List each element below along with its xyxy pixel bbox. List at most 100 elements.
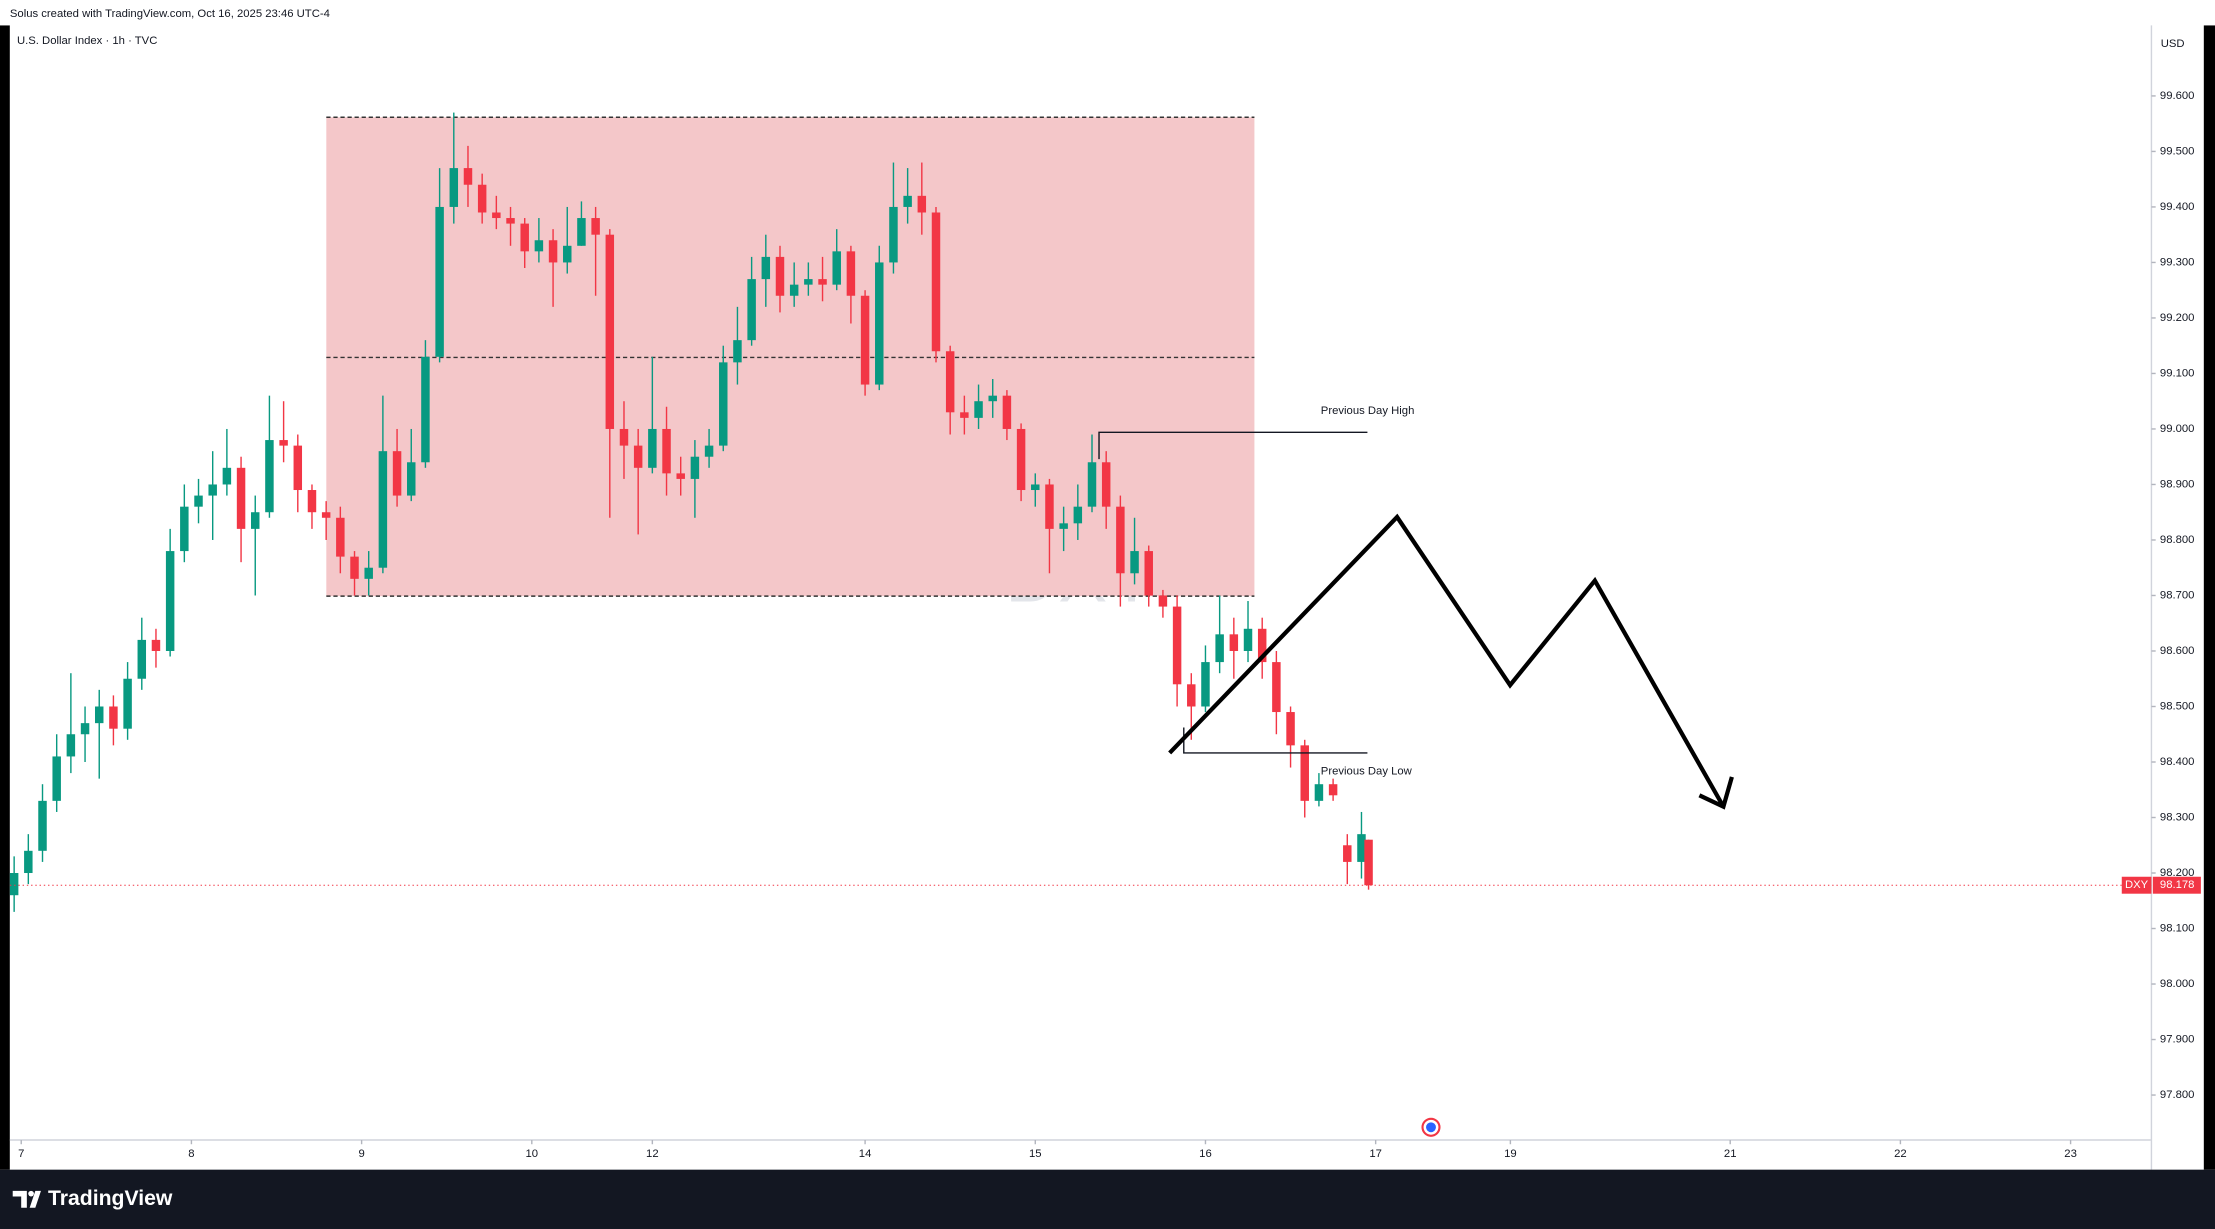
candle-body: [747, 279, 756, 341]
candle-body: [1172, 606, 1182, 685]
candle-body: [350, 556, 359, 579]
y-tick-label: 98.000: [2160, 978, 2195, 990]
x-tick-label: 19: [1504, 1148, 1517, 1160]
candle-body: [1002, 395, 1012, 429]
candle-body: [1045, 484, 1054, 529]
candle-body: [832, 251, 841, 285]
candle-body: [1187, 684, 1196, 707]
candle-body: [662, 428, 671, 474]
candle-body: [690, 456, 700, 479]
candle-body: [1087, 462, 1097, 507]
symbol-tag-bg: [2121, 876, 2152, 894]
frame-left: [0, 25, 10, 1170]
header-text: Solus created with TradingView.com, Oct …: [10, 8, 330, 20]
candle-body: [1201, 662, 1210, 707]
candle-body: [364, 567, 373, 579]
range-zone: [326, 117, 1255, 597]
candle-body: [137, 639, 147, 679]
candle-body: [265, 440, 274, 513]
candle-body: [520, 223, 529, 252]
candle-body: [974, 401, 983, 418]
currency-label: USD: [2161, 38, 2185, 50]
candle-body: [648, 428, 657, 468]
y-tick-label: 98.500: [2160, 700, 2195, 712]
candle-body: [1314, 784, 1324, 801]
candle-body: [563, 245, 572, 263]
candle-body: [775, 256, 785, 296]
candle-body: [492, 212, 501, 219]
candle-body: [392, 451, 402, 496]
candle-body: [80, 723, 90, 735]
candle-body: [1144, 551, 1153, 596]
x-tick-label: 22: [1894, 1148, 1907, 1160]
candle-body: [945, 351, 955, 413]
candle-body: [435, 206, 444, 357]
candles: [9, 112, 1373, 912]
candle-body: [988, 395, 997, 402]
y-tick-label: 99.600: [2160, 90, 2195, 102]
candle-body: [1158, 595, 1168, 607]
candle-body: [1343, 845, 1352, 862]
brand-logo-dot: [28, 1190, 34, 1197]
y-tick-label: 97.900: [2160, 1034, 2195, 1046]
candle-body: [761, 256, 771, 280]
candle-body: [321, 512, 331, 518]
candle-body: [860, 295, 870, 385]
candle-body: [619, 428, 629, 446]
candle-body: [378, 451, 388, 568]
chart-title: U.S. Dollar Index · 1h · TVC: [17, 35, 157, 47]
candle-body: [421, 356, 430, 463]
candle-body: [449, 168, 459, 207]
candle-body: [1364, 839, 1373, 886]
candle-body: [236, 467, 246, 529]
x-tick-label: 7: [18, 1148, 24, 1160]
frame-right: [2203, 25, 2215, 1170]
candle-body: [789, 284, 799, 296]
candle-body: [1272, 662, 1281, 713]
footer-bar: [0, 1169, 2215, 1229]
candle-body: [875, 262, 884, 385]
y-tick-label: 98.900: [2160, 478, 2195, 490]
candle-body: [52, 756, 61, 801]
candle-body: [917, 195, 927, 213]
y-tick-label: 98.200: [2160, 867, 2195, 879]
candle-body: [1130, 551, 1139, 574]
y-tick-label: 99.300: [2160, 256, 2195, 268]
candle-body: [336, 517, 345, 557]
x-tick-label: 16: [1199, 1148, 1212, 1160]
candle-body: [293, 445, 303, 491]
candle-body: [534, 240, 544, 252]
candle-body: [24, 850, 33, 874]
last-price-tag: 98.178: [2160, 879, 2195, 891]
candle-body: [1059, 523, 1068, 529]
candle-body: [719, 362, 728, 446]
candle-body: [1357, 834, 1366, 862]
candle-body: [38, 800, 47, 851]
x-tick-label: 21: [1724, 1148, 1737, 1160]
candle-body: [931, 212, 941, 352]
candle-body: [1031, 484, 1040, 491]
candle-body: [818, 279, 827, 285]
candle-body: [804, 279, 813, 285]
candle-body: [633, 445, 643, 468]
candle-body: [605, 234, 615, 429]
y-tick-label: 99.500: [2160, 145, 2195, 157]
y-tick-label: 98.600: [2160, 645, 2195, 657]
candle-body: [506, 218, 515, 224]
x-tick-label: 14: [859, 1148, 872, 1160]
x-tick-label: 10: [526, 1148, 539, 1160]
event-icon-flag: [1426, 1122, 1436, 1133]
x-tick-label: 15: [1029, 1148, 1042, 1160]
projection-arrowhead: [1698, 776, 1734, 810]
candle-body: [194, 495, 203, 507]
x-tick-label: 17: [1369, 1148, 1382, 1160]
y-tick-label: 98.800: [2160, 534, 2195, 546]
candle-body: [1229, 634, 1239, 651]
brand-name[interactable]: TradingView: [48, 1187, 173, 1210]
candle-body: [1328, 784, 1338, 796]
y-tick-label: 99.000: [2160, 423, 2195, 435]
candle-body: [208, 484, 217, 496]
candle-body: [477, 184, 487, 213]
candle-body: [1016, 428, 1026, 491]
